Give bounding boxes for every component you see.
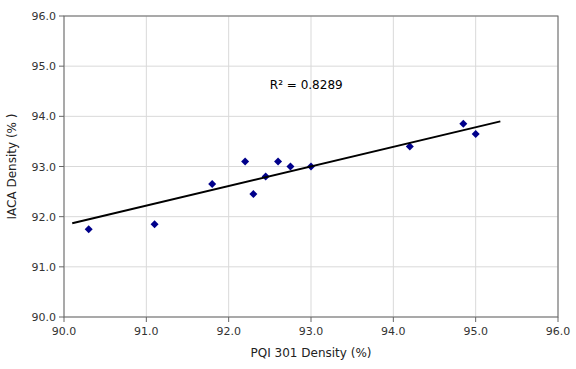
y-tick	[59, 166, 64, 167]
x-tick	[228, 317, 229, 322]
y-tick	[59, 266, 64, 267]
grid-line-y	[64, 266, 558, 267]
point	[151, 220, 159, 228]
trendline	[72, 121, 500, 223]
point	[241, 157, 249, 165]
y-tick-label: 91.0	[32, 261, 57, 274]
y-tick	[59, 66, 64, 67]
point	[249, 190, 257, 198]
point	[274, 157, 282, 165]
x-tick-label: 90.0	[52, 325, 77, 338]
x-tick-label: 93.0	[299, 325, 324, 338]
plot-frame	[64, 16, 558, 317]
y-tick-label: 95.0	[32, 60, 57, 73]
x-tick	[475, 317, 476, 322]
x-tick-label: 96.0	[546, 325, 571, 338]
y-tick-label: 92.0	[32, 211, 57, 224]
x-tick	[64, 317, 65, 322]
plot-area	[64, 16, 558, 317]
y-tick-label: 94.0	[32, 110, 57, 123]
y-tick	[59, 16, 64, 17]
x-tick-label: 92.0	[216, 325, 241, 338]
x-tick-label: 91.0	[134, 325, 159, 338]
x-tick	[146, 317, 147, 322]
data	[72, 120, 500, 233]
point	[459, 120, 467, 128]
annotation: R² = 0.8289	[270, 78, 343, 92]
axes: 90.0 91.0 92.0 93.0 94.0 95.0 96.0 90.0 91.0 92.0…	[32, 10, 571, 338]
y-axis-label: IACA Density (% )	[5, 114, 19, 220]
chart: 90.0 91.0 92.0 93.0 94.0 95.0 96.0 90.0 91.0 92.0…	[0, 0, 576, 369]
grid-line-y	[64, 216, 558, 217]
page: {"chart_data": { "type": "scatter", "ser…	[0, 0, 576, 369]
y-tick-label: 90.0	[32, 311, 57, 324]
point	[472, 130, 480, 138]
x-axis-label: PQI 301 Density (%)	[251, 346, 372, 360]
grid-line-y	[64, 66, 558, 67]
x-tick-label: 95.0	[463, 325, 488, 338]
x-tick	[393, 317, 394, 322]
point	[286, 163, 294, 171]
y-tick-label: 93.0	[32, 161, 57, 174]
point	[208, 180, 216, 188]
y-tick	[59, 317, 64, 318]
grid	[64, 16, 558, 317]
x-tick	[558, 317, 559, 322]
x-tick-label: 94.0	[381, 325, 406, 338]
y-tick-label: 96.0	[32, 10, 57, 23]
point	[85, 225, 93, 233]
y-tick	[59, 216, 64, 217]
y-tick	[59, 116, 64, 117]
x-tick	[311, 317, 312, 322]
grid-line-y	[64, 116, 558, 117]
